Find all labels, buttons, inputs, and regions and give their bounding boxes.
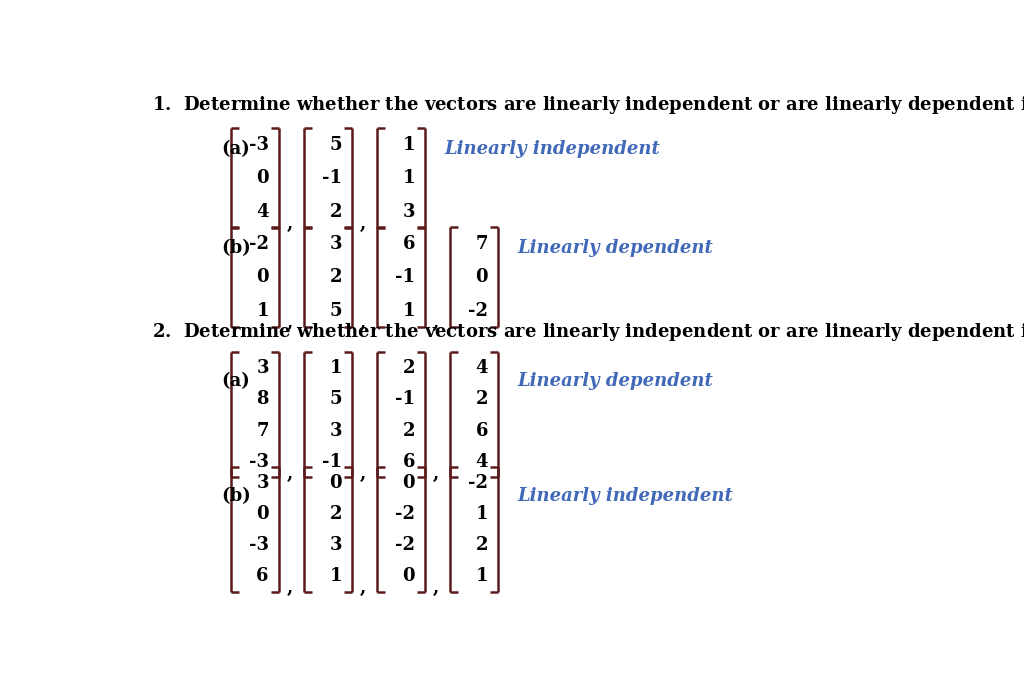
Text: -1: -1	[395, 390, 415, 408]
Text: 1: 1	[256, 302, 269, 320]
Text: 0: 0	[402, 567, 415, 586]
Text: 1: 1	[402, 136, 415, 154]
Text: 5: 5	[330, 136, 342, 154]
Text: 0: 0	[330, 474, 342, 492]
Text: -2: -2	[395, 536, 415, 554]
Text: 6: 6	[256, 567, 269, 586]
Text: 3: 3	[402, 202, 415, 221]
Text: 1: 1	[402, 302, 415, 320]
Text: -3: -3	[249, 136, 269, 154]
Text: 4: 4	[475, 453, 487, 471]
Text: (b): (b)	[221, 487, 252, 504]
Text: ,: ,	[359, 464, 366, 483]
Text: 1: 1	[475, 567, 487, 586]
Text: (a): (a)	[221, 140, 251, 158]
Text: ,: ,	[287, 580, 293, 597]
Text: ,: ,	[287, 215, 293, 234]
Text: -3: -3	[249, 536, 269, 554]
Text: Linearly independent: Linearly independent	[444, 140, 660, 158]
Text: 1: 1	[330, 567, 342, 586]
Text: -2: -2	[468, 302, 487, 320]
Text: ,: ,	[359, 215, 366, 234]
Text: 0: 0	[256, 169, 269, 188]
Text: 5: 5	[330, 302, 342, 320]
Text: 0: 0	[475, 268, 487, 286]
Text: 2.  Determine whether the vectors are linearly independent or are linearly depen: 2. Determine whether the vectors are lin…	[152, 320, 1024, 343]
Text: 1: 1	[402, 169, 415, 188]
Text: ,: ,	[287, 464, 293, 483]
Text: (a): (a)	[221, 372, 251, 390]
Text: ,: ,	[287, 314, 293, 332]
Text: 2: 2	[402, 422, 415, 439]
Text: 6: 6	[402, 235, 415, 253]
Text: 5: 5	[330, 390, 342, 408]
Text: Linearly independent: Linearly independent	[518, 487, 733, 504]
Text: ,: ,	[433, 464, 439, 483]
Text: 2: 2	[475, 390, 487, 408]
Text: 6: 6	[402, 453, 415, 471]
Text: Linearly dependent: Linearly dependent	[518, 239, 714, 257]
Text: -1: -1	[395, 268, 415, 286]
Text: -2: -2	[395, 505, 415, 523]
Text: -3: -3	[249, 453, 269, 471]
Text: 8: 8	[256, 390, 269, 408]
Text: 2: 2	[402, 359, 415, 377]
Text: 2: 2	[330, 202, 342, 221]
Text: 3: 3	[330, 235, 342, 253]
Text: -2: -2	[249, 235, 269, 253]
Text: 7: 7	[475, 235, 487, 253]
Text: 1.  Determine whether the vectors are linearly independent or are linearly depen: 1. Determine whether the vectors are lin…	[152, 93, 1024, 116]
Text: 4: 4	[475, 359, 487, 377]
Text: 1: 1	[475, 505, 487, 523]
Text: ,: ,	[359, 314, 366, 332]
Text: 6: 6	[475, 422, 487, 439]
Text: 1: 1	[330, 359, 342, 377]
Text: 3: 3	[330, 422, 342, 439]
Text: Linearly dependent: Linearly dependent	[518, 372, 714, 390]
Text: 2: 2	[475, 536, 487, 554]
Text: ,: ,	[433, 314, 439, 332]
Text: ,: ,	[433, 580, 439, 597]
Text: -1: -1	[322, 453, 342, 471]
Text: 3: 3	[330, 536, 342, 554]
Text: 3: 3	[256, 359, 269, 377]
Text: 0: 0	[256, 505, 269, 523]
Text: 2: 2	[330, 505, 342, 523]
Text: 3: 3	[256, 474, 269, 492]
Text: 0: 0	[256, 268, 269, 286]
Text: 0: 0	[402, 474, 415, 492]
Text: -1: -1	[322, 169, 342, 188]
Text: -2: -2	[468, 474, 487, 492]
Text: 4: 4	[256, 202, 269, 221]
Text: (b): (b)	[221, 239, 252, 257]
Text: 7: 7	[256, 422, 269, 439]
Text: 2: 2	[330, 268, 342, 286]
Text: ,: ,	[359, 580, 366, 597]
